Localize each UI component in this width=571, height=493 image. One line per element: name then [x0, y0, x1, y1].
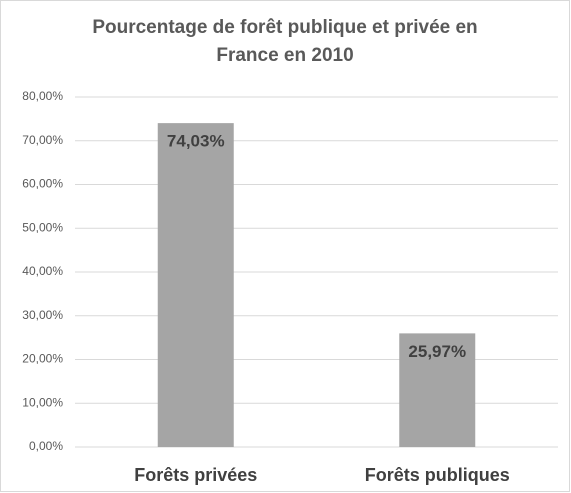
y-tick-label: 80,00% [22, 89, 63, 103]
x-tick-label: Forêts privées [134, 465, 257, 485]
data-label: 25,97% [408, 342, 466, 361]
bar [157, 123, 234, 448]
y-tick-label: 40,00% [22, 264, 63, 278]
bar [399, 333, 476, 447]
y-tick-label: 60,00% [22, 177, 63, 191]
y-tick-label: 70,00% [22, 133, 63, 147]
y-tick-label: 10,00% [22, 395, 63, 409]
chart-title: Pourcentage de forêt publique et privée … [92, 17, 478, 66]
data-label: 74,03% [167, 132, 225, 151]
y-tick-label: 50,00% [22, 220, 63, 234]
x-tick-label: Forêts publiques [365, 465, 510, 485]
y-tick-label: 30,00% [22, 308, 63, 322]
y-tick-label: 20,00% [22, 352, 63, 366]
y-tick-label: 0,00% [29, 439, 63, 453]
